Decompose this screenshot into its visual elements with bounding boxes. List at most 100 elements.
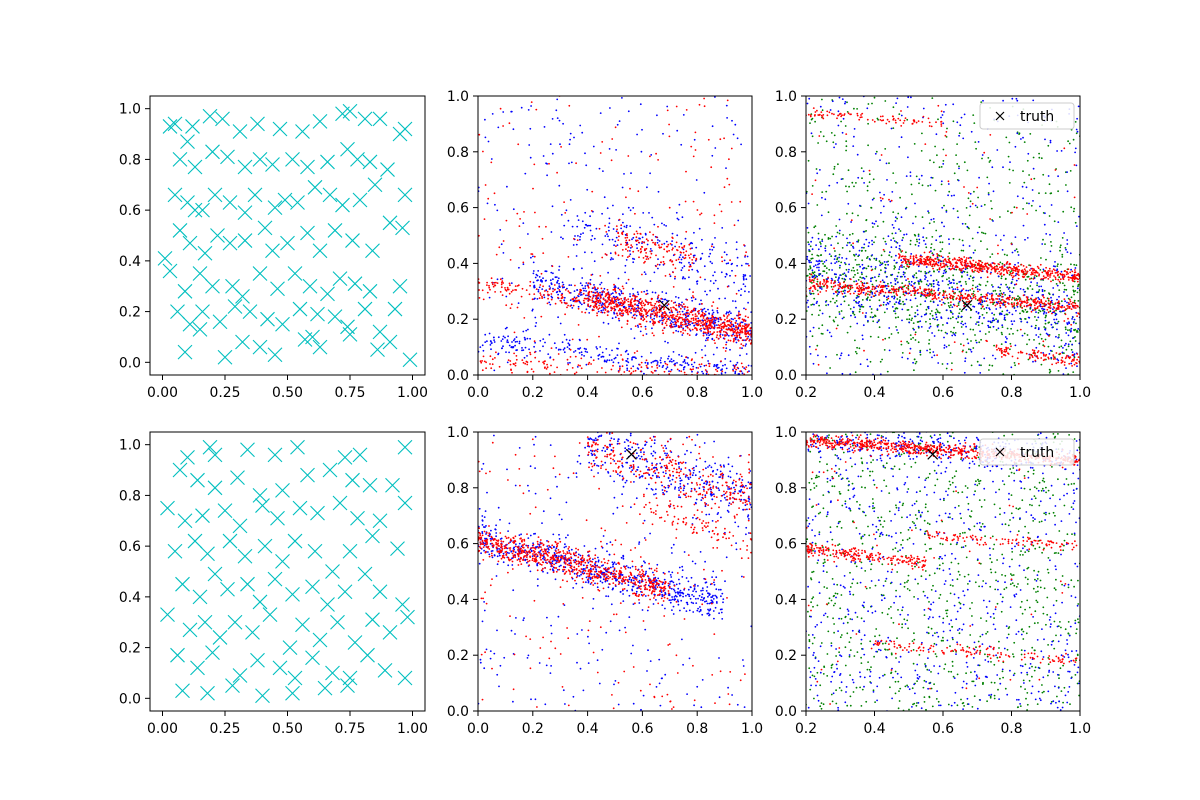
data-point bbox=[835, 273, 837, 276]
data-point bbox=[920, 270, 922, 273]
data-point bbox=[1074, 151, 1076, 154]
data-point bbox=[490, 161, 493, 164]
data-point bbox=[668, 311, 671, 314]
data-point bbox=[968, 214, 971, 217]
data-point bbox=[608, 217, 611, 220]
data-point bbox=[719, 329, 722, 332]
data-point bbox=[1069, 340, 1072, 343]
data-point bbox=[943, 344, 946, 347]
data-point bbox=[933, 221, 935, 223]
data-point bbox=[725, 104, 728, 107]
data-point bbox=[725, 253, 728, 256]
data-point bbox=[816, 344, 819, 347]
data-point bbox=[645, 309, 647, 311]
data-point bbox=[721, 260, 724, 263]
data-point bbox=[811, 117, 814, 120]
data-point bbox=[487, 140, 490, 143]
data-point bbox=[683, 366, 686, 368]
data-point-marker bbox=[185, 119, 200, 134]
data-point bbox=[922, 107, 925, 110]
data-point bbox=[496, 282, 499, 284]
data-point bbox=[711, 314, 714, 317]
data-point bbox=[656, 263, 659, 266]
data-point bbox=[549, 372, 551, 375]
data-point bbox=[995, 329, 998, 331]
data-point bbox=[649, 172, 651, 175]
data-point bbox=[541, 295, 543, 298]
data-point-marker bbox=[195, 202, 210, 218]
data-point bbox=[936, 154, 938, 157]
data-point bbox=[891, 295, 893, 298]
data-point bbox=[838, 311, 841, 313]
data-point bbox=[969, 328, 972, 331]
data-point bbox=[910, 338, 912, 340]
data-point bbox=[893, 259, 896, 262]
data-point bbox=[509, 360, 512, 362]
data-point bbox=[544, 360, 546, 362]
data-point bbox=[569, 356, 572, 358]
data-point bbox=[495, 281, 497, 284]
data-point bbox=[1048, 215, 1051, 217]
data-point bbox=[1013, 206, 1016, 209]
data-point bbox=[602, 309, 605, 311]
data-point bbox=[722, 325, 725, 328]
x-tick-label: 0.25 bbox=[210, 385, 241, 401]
data-point bbox=[663, 326, 666, 329]
data-point bbox=[840, 352, 843, 355]
data-point bbox=[1064, 300, 1066, 303]
data-point bbox=[736, 323, 739, 325]
data-point bbox=[955, 317, 958, 320]
data-point bbox=[820, 254, 823, 256]
data-point bbox=[625, 196, 627, 199]
data-point bbox=[607, 322, 610, 325]
data-point bbox=[661, 322, 664, 324]
data-point bbox=[831, 288, 834, 291]
data-point bbox=[521, 359, 524, 361]
data-point bbox=[735, 368, 738, 371]
data-point-marker bbox=[290, 195, 305, 210]
data-point bbox=[698, 103, 701, 106]
data-point bbox=[902, 236, 904, 239]
data-point bbox=[932, 279, 935, 282]
data-point bbox=[723, 137, 725, 140]
data-point bbox=[706, 328, 709, 330]
data-point bbox=[744, 274, 747, 276]
data-point bbox=[662, 312, 665, 314]
data-point bbox=[1012, 169, 1014, 172]
data-point bbox=[680, 324, 682, 327]
data-point bbox=[675, 329, 677, 332]
data-point bbox=[856, 240, 858, 243]
data-point bbox=[873, 257, 876, 260]
data-point bbox=[634, 296, 637, 298]
data-point bbox=[894, 216, 897, 219]
data-point bbox=[1049, 349, 1052, 352]
data-point bbox=[712, 353, 715, 356]
data-point bbox=[915, 175, 918, 178]
data-point bbox=[724, 358, 727, 360]
data-point bbox=[626, 256, 629, 258]
data-point bbox=[980, 298, 982, 301]
plot-area bbox=[157, 103, 418, 368]
data-point bbox=[632, 207, 635, 209]
data-point bbox=[719, 316, 721, 319]
data-point bbox=[863, 246, 865, 249]
data-point bbox=[506, 286, 509, 289]
data-point-marker bbox=[205, 144, 220, 160]
data-point bbox=[606, 233, 608, 236]
data-point bbox=[607, 226, 610, 229]
data-point bbox=[833, 320, 836, 323]
data-point bbox=[552, 272, 554, 275]
data-point bbox=[586, 351, 589, 353]
data-point bbox=[1005, 283, 1007, 286]
data-point bbox=[573, 290, 576, 292]
data-point bbox=[1001, 324, 1004, 327]
data-point bbox=[685, 109, 688, 111]
data-point-marker bbox=[280, 235, 295, 251]
data-point bbox=[632, 356, 635, 359]
data-point bbox=[911, 317, 913, 320]
data-point bbox=[675, 105, 678, 108]
data-point bbox=[977, 311, 980, 314]
data-point bbox=[1007, 210, 1009, 213]
data-point bbox=[671, 232, 674, 235]
data-point bbox=[984, 232, 987, 235]
